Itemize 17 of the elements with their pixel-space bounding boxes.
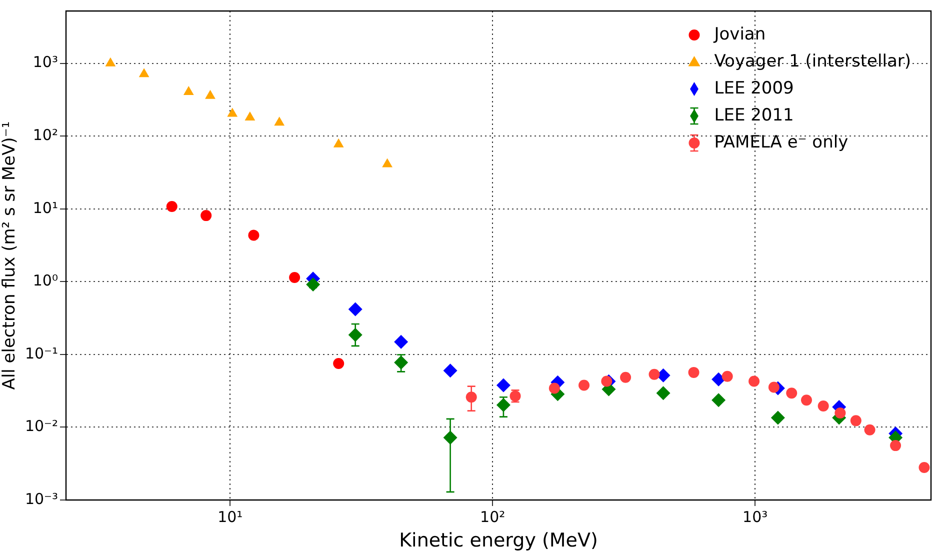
- legend-label: Jovian: [713, 24, 766, 44]
- y-axis-title: All electron flux (m² s sr MeV)⁻¹: [0, 121, 20, 390]
- y-tick-label: 10¹: [32, 198, 58, 217]
- y-tick-label: 10⁰: [32, 272, 58, 290]
- x-tick-label: 10¹: [218, 508, 243, 526]
- y-tick-label: 10²: [32, 126, 58, 144]
- y-tick-label: 10⁻³: [24, 490, 58, 508]
- x-tick-label: 10²: [480, 508, 506, 526]
- y-tick-label: 10⁻¹: [24, 344, 58, 362]
- x-tick-label: 10³: [742, 508, 768, 526]
- y-tick-label: 10³: [32, 53, 58, 72]
- y-tick-label: 10⁻²: [24, 417, 58, 436]
- legend-label: LEE 2009: [714, 78, 794, 98]
- x-axis-title: Kinetic energy (MeV): [399, 530, 598, 552]
- legend-label: LEE 2011: [714, 105, 794, 126]
- legend-label: PAMELA e⁻ only: [714, 132, 848, 152]
- legend-label: Voyager 1 (interstellar): [714, 51, 912, 72]
